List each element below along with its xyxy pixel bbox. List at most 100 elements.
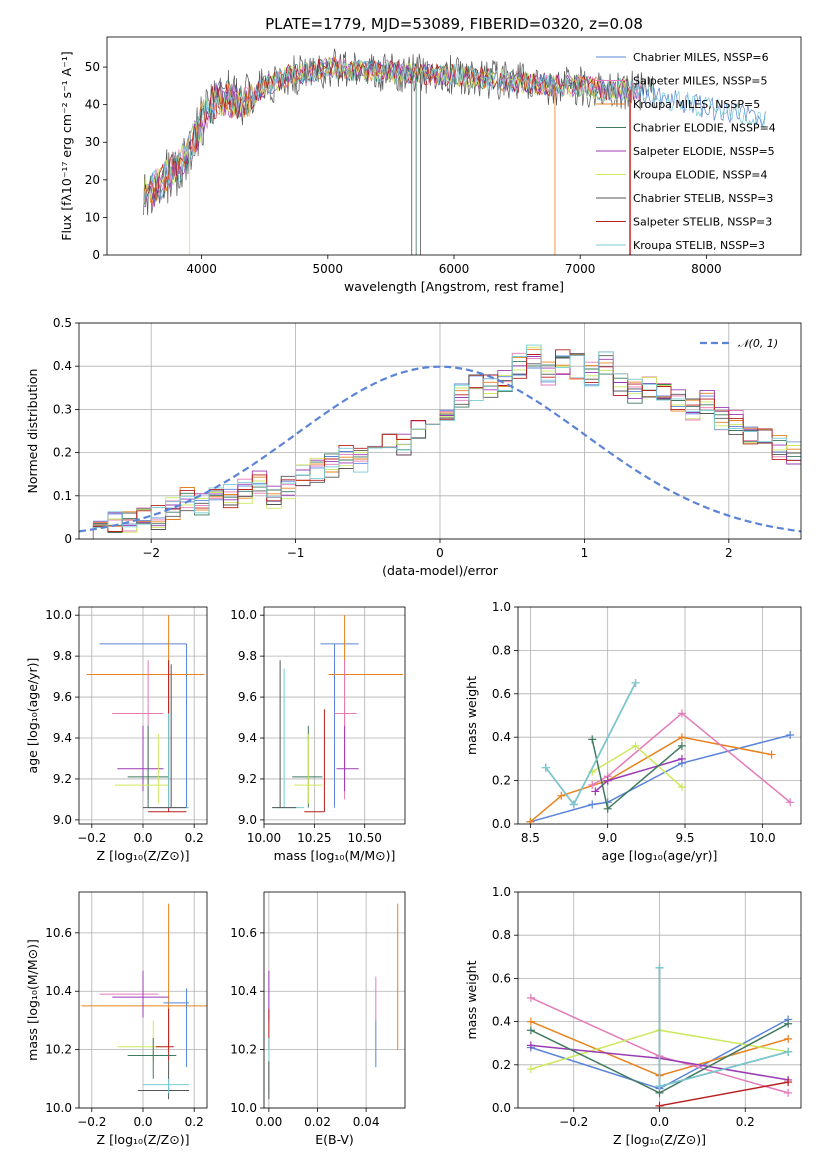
x-tick-label: −2 [142, 546, 160, 560]
y-tick-label: 9.0 [53, 813, 72, 827]
series-point-2 [677, 733, 686, 742]
histogram-step-4 [79, 353, 801, 539]
histogram-group [79, 344, 801, 539]
y-tick-label: 0.1 [53, 489, 72, 503]
y-tick-label: 10.0 [230, 608, 257, 622]
y-tick-label: 1.0 [492, 600, 511, 614]
series-point-2 [557, 791, 566, 800]
panel-age-vs-Z: −0.2 0.0 0.2 9.0 9.2 9.4 9.6 9.8 10.0 Z [log₁₀(Z/… [25, 606, 208, 863]
legend-entry: Kroupa ELODIE, NSSP=4 [633, 169, 767, 182]
series-line-7 [659, 1081, 789, 1107]
y-tick-label: 0.2 [492, 774, 511, 788]
axes-frame [106, 36, 802, 256]
series-point-3 [588, 735, 597, 744]
spectrum-line-4 [143, 57, 630, 208]
y-tick-label: 0 [92, 248, 100, 262]
errorbars-group [81, 903, 207, 1100]
x-tick-label: 10.0 [749, 831, 776, 845]
gridlines [518, 606, 801, 825]
legend-entry: Chabrier STELIB, NSSP=3 [633, 192, 773, 205]
x-tick-label: 4000 [186, 262, 217, 276]
x-tick-label: 8000 [691, 262, 722, 276]
y-tick-label: 10.0 [230, 1101, 257, 1115]
series-line-8 [658, 967, 789, 1088]
gaussian-reference-line [79, 365, 801, 533]
series-point-1 [786, 798, 795, 807]
y-tick-label: 10.2 [45, 1043, 72, 1057]
series-point-3 [677, 741, 686, 750]
series-point-8 [655, 1082, 664, 1091]
y-tick-label: 9.2 [53, 772, 72, 786]
series-point-5 [677, 783, 686, 792]
y-tick-label: 0.0 [492, 1101, 511, 1115]
x-tick-label: 0.0 [133, 831, 152, 845]
panel-weight-vs-age: 8.5 9.0 9.5 10.0 0.0 0.2 0.4 0.6 0.8 1.0 age [log₁… [464, 600, 802, 863]
errorbars-group [86, 615, 205, 813]
series-point-7 [655, 1101, 664, 1108]
y-tick-label: 0.4 [53, 359, 72, 373]
x-tick-label: 8.5 [521, 831, 540, 845]
series-point-4 [591, 787, 600, 796]
panel-spectrum: 4000 5000 6000 7000 8000 0 10 20 30 40 50 wavelengt… [59, 15, 802, 294]
spectrum-line-8 [143, 57, 766, 206]
x-tick-label: 0.02 [304, 1115, 331, 1129]
x-axis-label: (data-model)/error [382, 563, 499, 578]
y-tick-label: 40 [85, 98, 100, 112]
x-tick-label: 9.0 [598, 831, 617, 845]
series-point-1 [784, 1088, 793, 1097]
y-tick-label: 9.0 [238, 813, 257, 827]
spectra-group [143, 48, 766, 255]
y-tick-label: 9.2 [238, 772, 257, 786]
x-tick-label: 10.50 [348, 831, 382, 845]
y-tick-label: 9.4 [53, 731, 72, 745]
y-tick-label: 20 [85, 173, 100, 187]
x-tick-label: −0.2 [77, 1115, 106, 1129]
y-tick-label: 10.0 [45, 1101, 72, 1115]
gridlines [79, 607, 207, 824]
x-tick-label: 0 [436, 546, 444, 560]
panel-residuals: −2 −1 0 1 2 0 0.1 0.2 0.3 0.4 0.5 (data-model)/erro… [25, 316, 802, 578]
y-tick-label: 0.5 [53, 316, 72, 330]
x-tick-label: 0.00 [256, 1115, 283, 1129]
x-tick-label: 6000 [439, 262, 470, 276]
series-point-3 [784, 1019, 793, 1028]
axes-frame [78, 606, 208, 825]
series-line-1 [591, 712, 791, 803]
y-tick-label: 10.6 [230, 926, 257, 940]
y-tick-label: 10.4 [45, 984, 72, 998]
y-tick-label: 50 [85, 60, 100, 74]
y-tick-label: 1.0 [492, 885, 511, 899]
legend-entry: Salpeter ELODIE, NSSP=5 [633, 145, 775, 158]
series-point-8 [655, 963, 664, 972]
legend-entry: Kroupa STELIB, NSSP=3 [633, 239, 765, 252]
gridlines [264, 892, 405, 1109]
x-axis-label: Z [log₁₀(Z/Z⊙)] [613, 1132, 706, 1147]
series-point-3 [526, 1026, 535, 1035]
x-tick-label: 0.2 [185, 831, 204, 845]
x-axis-label: Z [log₁₀(Z/Z⊙)] [97, 848, 190, 863]
lines-group [526, 963, 793, 1108]
series-point-4 [677, 754, 686, 763]
x-tick-label: 0.2 [736, 1115, 755, 1129]
x-tick-label: −0.2 [77, 831, 106, 845]
histogram-step-5 [79, 346, 801, 539]
legend-entry: 𝒩(0, 1) [738, 337, 778, 350]
legend-entry: Salpeter STELIB, NSSP=3 [633, 216, 772, 229]
x-tick-label: 7000 [565, 262, 596, 276]
y-axis-label: Flux [fλ10⁻¹⁷ erg cm⁻² s⁻¹ A⁻¹] [59, 51, 74, 240]
y-tick-label: 10.6 [45, 926, 72, 940]
y-axis-label: mass weight [464, 960, 479, 1039]
y-axis-label: mass [log₁₀(M/M⊙)] [25, 939, 40, 1061]
series-point-2 [526, 1017, 535, 1026]
y-axis-label: age [log₁₀(age/yr)] [25, 658, 40, 774]
y-tick-label: 0.8 [492, 928, 511, 942]
legend-entry: Kroupa MILES, NSSP=5 [633, 98, 760, 111]
errorbars-group [268, 903, 399, 1100]
y-tick-label: 10.0 [45, 608, 72, 622]
series-point-8 [569, 800, 578, 809]
legend-entry: Chabrier ELODIE, NSSP=4 [633, 122, 776, 135]
series-point-4 [526, 1041, 535, 1050]
chart-title: PLATE=1779, MJD=53089, FIBERID=0320, z=0… [265, 15, 643, 33]
legend-entry: Chabrier MILES, NSSP=6 [633, 51, 769, 64]
